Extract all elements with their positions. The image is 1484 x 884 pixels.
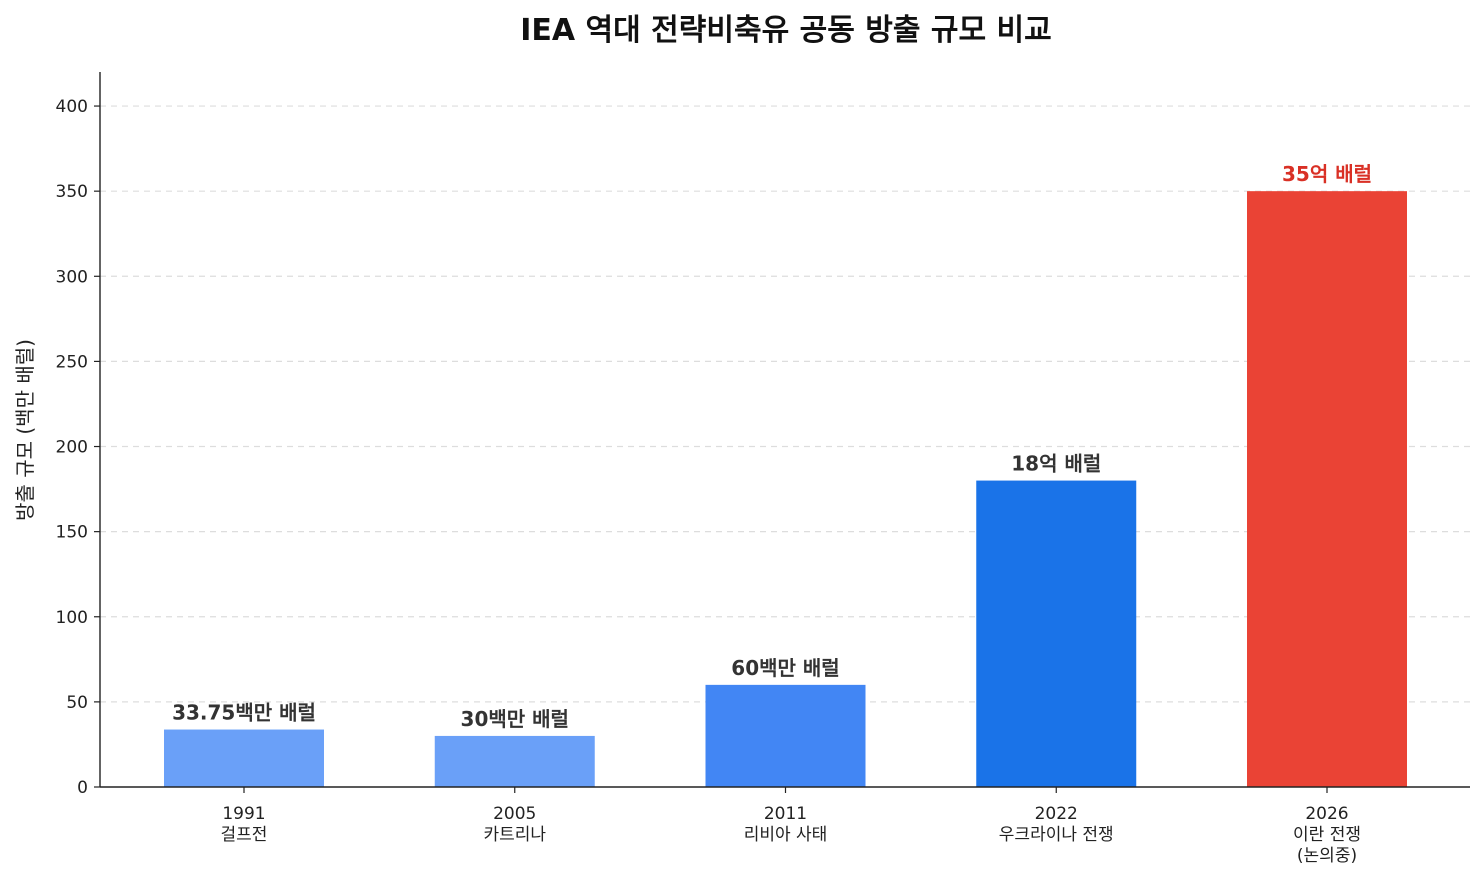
x-tick-label-line: 리비아 사태	[744, 825, 828, 845]
x-tick-label-line: 2026	[1305, 804, 1348, 824]
bar	[705, 684, 866, 787]
x-tick-label: 2011 리비아 사태	[744, 804, 828, 845]
data-labels: 33.75백만 배럴 30백만 배럴 60백만 배럴 18억 배럴 35억 배럴	[172, 162, 1372, 731]
y-tick-label: 200	[56, 438, 88, 458]
x-tick-label-line: 카트리나	[483, 825, 546, 845]
y-tick-label: 300	[56, 267, 88, 287]
y-tick-label: 400	[56, 97, 88, 117]
x-tick-label-line: 2005	[493, 804, 536, 824]
bar	[976, 480, 1137, 787]
y-axis-label: 방출 규모 (백만 배럴)	[13, 339, 37, 521]
bar	[1247, 191, 1407, 787]
data-label: 33.75백만 배럴	[172, 701, 316, 725]
data-label: 30백만 배럴	[461, 707, 569, 731]
bar	[434, 735, 595, 787]
y-tick-label: 250	[56, 352, 88, 372]
bars	[164, 191, 1407, 787]
y-tick-label: 350	[56, 182, 88, 202]
x-tick-label-line: 걸프전	[221, 825, 268, 845]
y-tick-label: 50	[66, 693, 88, 713]
x-tick-label-line: 이란 전쟁	[1293, 825, 1361, 845]
x-tick-label-line: (논의중)	[1297, 846, 1357, 866]
x-tick-label: 2005 카트리나	[483, 804, 546, 845]
x-tick-label: 1991 걸프전	[221, 804, 268, 845]
chart-title: IEA 역대 전략비축유 공동 방출 규모 비교	[520, 13, 1052, 48]
x-tick-label: 2026 이란 전쟁 (논의중)	[1293, 804, 1361, 866]
data-label: 35억 배럴	[1282, 162, 1372, 186]
bar	[164, 729, 324, 787]
x-tick-label-line: 1991	[222, 804, 265, 824]
y-tick-label: 150	[56, 523, 88, 543]
x-tick-label-line: 2022	[1035, 804, 1078, 824]
y-tick-label: 100	[56, 608, 88, 628]
data-label: 18억 배럴	[1011, 452, 1101, 476]
x-tick-label-line: 우크라이나 전쟁	[999, 825, 1114, 845]
x-tick-label-line: 2011	[764, 804, 807, 824]
x-tick-label: 2022 우크라이나 전쟁	[999, 804, 1114, 845]
y-tick-label: 0	[77, 778, 88, 798]
data-label: 60백만 배럴	[731, 656, 839, 680]
